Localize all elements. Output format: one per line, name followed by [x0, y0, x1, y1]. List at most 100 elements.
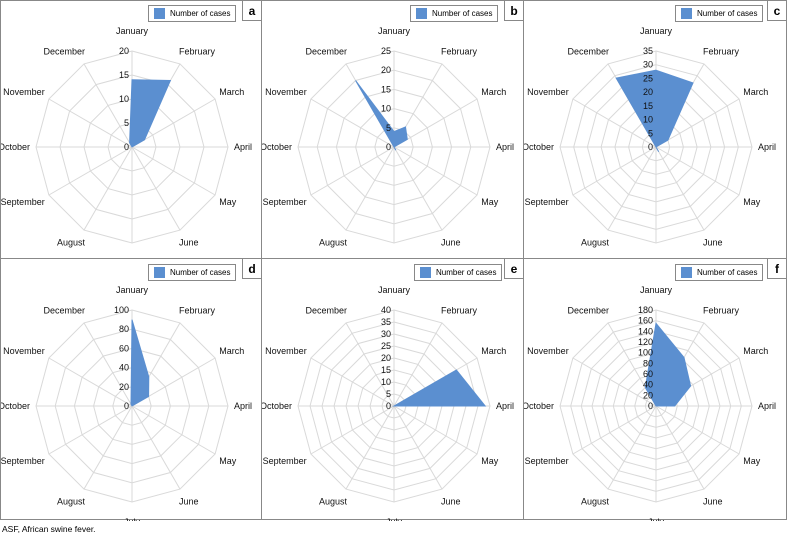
tick-label: 25: [643, 73, 653, 83]
tick-label: 0: [124, 401, 129, 411]
tick-label: 140: [638, 326, 653, 336]
legend-label: Number of cases: [697, 268, 758, 277]
month-label: June: [703, 237, 723, 247]
tick-label: 0: [386, 401, 391, 411]
tick-label: 60: [119, 343, 129, 353]
month-label: March: [219, 87, 244, 97]
tick-label: 180: [638, 305, 653, 315]
spoke: [572, 357, 657, 407]
spoke: [393, 146, 478, 196]
month-label: October: [1, 142, 30, 152]
month-label: April: [758, 401, 776, 411]
panel-label: b: [504, 1, 523, 21]
month-label: December: [305, 306, 347, 316]
month-label: February: [441, 47, 478, 57]
tick-label: 15: [381, 365, 391, 375]
spoke: [345, 322, 395, 407]
legend-swatch: [416, 8, 427, 19]
legend-label: Number of cases: [697, 9, 758, 18]
month-label: June: [179, 237, 199, 247]
tick-label: 100: [114, 305, 129, 315]
month-label: January: [116, 285, 149, 295]
spoke: [655, 146, 705, 231]
footnote: ASF, African swine fever.: [2, 524, 96, 534]
radar-chart-e: 0 5 10 15 20 25 30 35 40 January February March Apri…: [262, 285, 514, 521]
tick-label: 10: [381, 377, 391, 387]
month-label: July: [124, 517, 141, 521]
spoke: [572, 405, 657, 455]
month-label: October: [262, 142, 292, 152]
month-label: December: [567, 47, 609, 57]
spoke: [655, 98, 740, 148]
legend: Number of cases: [675, 5, 764, 22]
month-label: January: [640, 285, 673, 295]
tick-label: 100: [638, 348, 653, 358]
tick-label: 15: [643, 101, 653, 111]
month-label: May: [743, 197, 761, 207]
month-label: February: [703, 306, 740, 316]
month-label: January: [378, 285, 411, 295]
legend-label: Number of cases: [432, 9, 493, 18]
legend-label: Number of cases: [170, 268, 231, 277]
spoke: [655, 146, 740, 196]
month-label: September: [1, 197, 45, 207]
month-label: September: [263, 197, 307, 207]
panel-label: a: [242, 1, 261, 21]
spoke: [310, 405, 395, 455]
spoke: [572, 98, 657, 148]
month-label: August: [581, 496, 610, 506]
month-label: February: [179, 47, 216, 57]
tick-label: 20: [643, 87, 653, 97]
spoke: [345, 405, 395, 490]
legend: Number of cases: [148, 264, 237, 281]
spoke: [607, 405, 657, 490]
month-label: May: [743, 456, 761, 466]
legend: Number of cases: [675, 264, 764, 281]
month-label: March: [743, 87, 768, 97]
month-label: October: [1, 401, 30, 411]
spoke: [310, 146, 395, 196]
tick-label: 35: [643, 46, 653, 56]
month-label: January: [378, 26, 411, 36]
tick-label: 0: [386, 142, 391, 152]
tick-label: 80: [643, 358, 653, 368]
radar-panel-f: Number of cases f 0 20 40 60 80 100 120 140 160 1…: [523, 258, 787, 521]
spoke: [83, 322, 133, 407]
radar-panel-c: Number of cases c 0 5 10 15 20 25 30 35 January F…: [523, 0, 787, 260]
spoke: [48, 146, 133, 196]
tick-label: 35: [381, 317, 391, 327]
month-label: August: [319, 237, 348, 247]
legend-swatch: [681, 8, 692, 19]
month-label: December: [43, 47, 85, 57]
month-label: August: [319, 496, 348, 506]
tick-label: 5: [124, 118, 129, 128]
month-label: March: [481, 87, 506, 97]
legend-swatch: [681, 267, 692, 278]
month-label: May: [219, 197, 237, 207]
series-area: [129, 79, 172, 148]
spoke: [131, 405, 216, 455]
spoke: [131, 146, 216, 196]
spoke: [131, 98, 216, 148]
tick-label: 20: [119, 46, 129, 56]
legend-swatch: [420, 267, 431, 278]
spoke: [83, 63, 133, 148]
month-label: July: [648, 517, 665, 521]
radar-chart-d: 0 20 40 60 80 100 January February March April May…: [1, 285, 252, 521]
month-label: November: [527, 87, 569, 97]
tick-label: 30: [643, 60, 653, 70]
month-label: August: [57, 237, 86, 247]
month-label: February: [179, 306, 216, 316]
month-label: June: [441, 496, 461, 506]
series-area: [355, 80, 408, 151]
tick-label: 20: [643, 390, 653, 400]
tick-label: 40: [643, 380, 653, 390]
month-label: February: [441, 306, 478, 316]
month-label: October: [524, 142, 554, 152]
legend-label: Number of cases: [436, 268, 497, 277]
spoke: [48, 98, 133, 148]
month-label: May: [219, 456, 237, 466]
radar-chart-b: 0 5 10 15 20 25 January February March April May Ju…: [262, 26, 514, 260]
spoke: [655, 405, 740, 455]
